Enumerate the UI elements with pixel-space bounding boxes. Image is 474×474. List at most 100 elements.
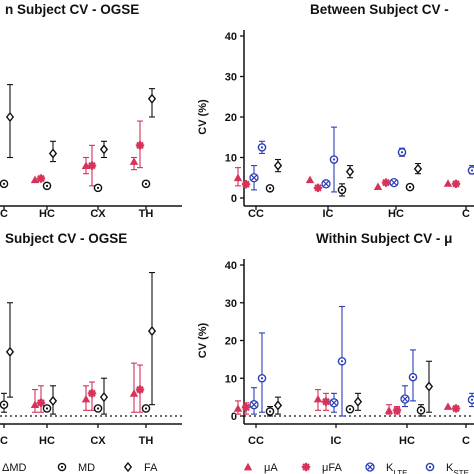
data-point-star-stroke [452, 404, 460, 413]
data-point-circle-dot-dot [408, 185, 412, 189]
x-tick-label: CC [248, 208, 264, 220]
data-point-circle-dot-dot [411, 376, 415, 379]
data-point-diamond [424, 381, 434, 392]
data-point-diamond [147, 93, 157, 104]
legend-marker-star [301, 462, 311, 472]
x-tick-label: HC [399, 435, 415, 447]
legend-marker-triangle [243, 462, 253, 471]
data-point-x-circle [400, 394, 410, 404]
legend: μA μFA KLTE KSTE [243, 462, 469, 474]
data-point-triangle [30, 175, 40, 184]
data-point-triangle [30, 400, 40, 409]
data-point-star-stroke [88, 161, 96, 170]
data-point-circle-dot [141, 404, 151, 413]
data-point-diamond [99, 144, 109, 155]
data-point-x-circle-x2 [250, 401, 258, 408]
data-point-star [36, 174, 46, 183]
legend-label: FA [144, 462, 158, 474]
x-tick-label: IC [323, 208, 334, 220]
data-point-circle-dot [257, 143, 267, 152]
data-point-circle-dot [93, 183, 103, 193]
legend-marker-circle-dot [425, 462, 435, 472]
data-point-circle-dot-dot [268, 410, 272, 413]
data-point-circle-dot [42, 181, 52, 191]
data-point-triangle [129, 157, 139, 165]
data-point-circle-dot-dot [348, 408, 352, 411]
legend-marker-circle-dot-dot [60, 465, 64, 469]
legend-marker-circle-dot [57, 462, 67, 472]
data-point-circle-dot [416, 406, 426, 415]
y-tick-label: 20 [225, 336, 237, 348]
data-point-star [36, 398, 46, 407]
x-tick-label: TH [139, 435, 154, 447]
data-point-star [241, 403, 251, 412]
data-point-triangle [305, 175, 315, 184]
data-point-star [135, 141, 145, 150]
data-point-star-stroke [37, 399, 45, 407]
data-point-star [241, 180, 251, 189]
data-point-star-stroke [393, 406, 401, 415]
legend-marker-circle-dot-dot [428, 465, 432, 469]
legend-label: MD [78, 462, 95, 474]
legend-label: KSTE [446, 462, 469, 474]
data-point-circle-dot [345, 404, 355, 414]
data-point-x-circle [329, 398, 339, 408]
data-point-diamond [345, 166, 355, 177]
data-point-circle-dot [257, 373, 267, 383]
x-tick-label: HC [39, 435, 55, 447]
data-point-x-circle-x2 [250, 174, 258, 181]
y-tick-label: 40 [225, 260, 237, 272]
legend-label-subscript: LTE [393, 469, 407, 474]
data-point-x-circle [389, 177, 399, 188]
data-point-triangle [313, 394, 323, 403]
data-point-star-stroke [242, 403, 250, 412]
data-point-triangle [384, 406, 394, 414]
data-point-circle-dot [0, 179, 9, 189]
x-tick-label: TH [139, 208, 154, 220]
data-point-star-stroke [322, 397, 330, 406]
data-point-star-stroke [382, 178, 390, 187]
y-tick-label: 0 [231, 193, 237, 205]
error-bar [131, 362, 137, 413]
data-point-x-circle-x2 [390, 179, 398, 186]
data-point-circle-dot-dot [2, 182, 6, 185]
data-point-triangle [443, 179, 453, 187]
y-tick-label: 20 [225, 112, 237, 124]
data-point-star [87, 389, 97, 398]
data-point-star-stroke [136, 385, 144, 394]
y-tick-label: 0 [231, 411, 237, 423]
y-tick-label: 10 [225, 373, 237, 385]
data-point-diamond [99, 392, 109, 403]
panel-tr: Between Subject CV - 0 10 20 30 40 CV (%) CC IC… [197, 2, 474, 220]
data-point-star [451, 404, 461, 413]
y-tick-label: 30 [225, 72, 237, 84]
legend-label: ΔMD [2, 462, 27, 474]
panel-bl: Subject CV - OGSE C HC CX TH [0, 231, 182, 447]
legend: ΔMD MD FA [2, 461, 158, 474]
legend-label-subscript: STE [453, 469, 469, 474]
data-point-circle-dot-dot [332, 158, 336, 161]
data-point-star-stroke [314, 184, 322, 192]
data-point-circle-dot-dot [340, 188, 344, 191]
y-axis-label: CV (%) [197, 322, 209, 358]
data-point-star [321, 397, 331, 406]
data-point-diamond [48, 395, 58, 407]
chart-title: Subject CV - OGSE [5, 231, 127, 246]
data-point-circle-dot-dot [340, 360, 344, 363]
legend-label: μFA [322, 462, 342, 474]
data-point-diamond [5, 346, 15, 357]
data-point-triangle [81, 161, 91, 169]
error-bar [149, 271, 155, 406]
legend-marker-x-circle [365, 462, 375, 472]
data-point-triangle [129, 389, 139, 397]
data-point-circle-dot-dot [144, 182, 148, 185]
data-point-circle-dot-dot [268, 187, 272, 190]
data-point-star [451, 179, 461, 189]
data-point-star-stroke [88, 389, 96, 398]
x-tick-label: CX [90, 435, 106, 447]
data-point-triangle [443, 402, 453, 410]
data-point-circle-dot [0, 400, 9, 409]
data-point-circle-dot-dot [419, 409, 423, 412]
data-point-x-circle [321, 179, 331, 189]
legend-marker-x-circle-x2 [366, 463, 374, 471]
